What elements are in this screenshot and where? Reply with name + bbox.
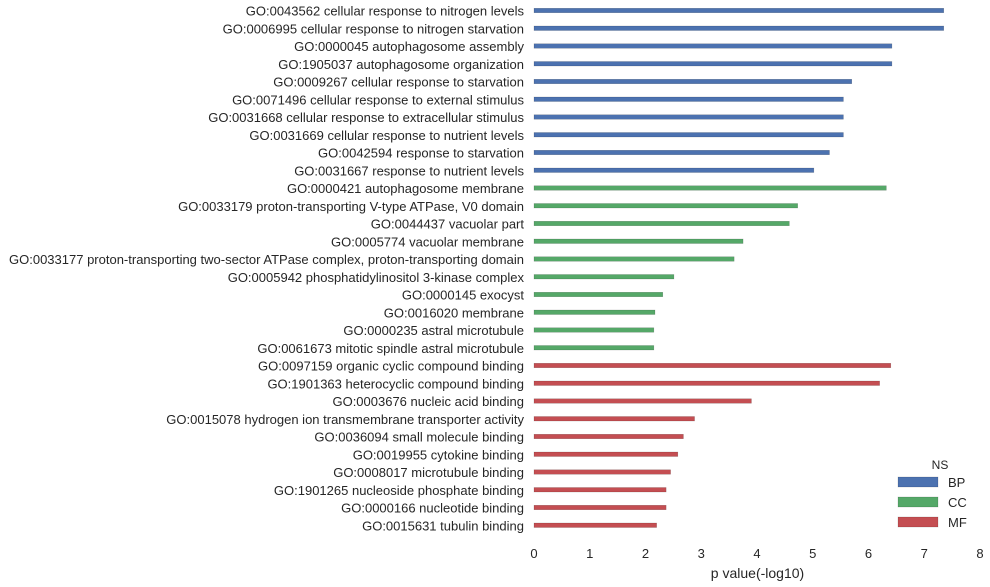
legend-label: BP: [948, 475, 965, 490]
category-label: GO:0000145 exocyst: [402, 288, 525, 303]
x-tick-label: 0: [530, 546, 537, 561]
bar: [533, 274, 675, 280]
bar: [533, 185, 887, 191]
category-label: GO:0031667 response to nutrient levels: [294, 163, 524, 178]
legend-title: NS: [932, 458, 949, 472]
bar: [533, 416, 695, 422]
bar: [533, 345, 655, 351]
bar: [533, 114, 844, 120]
x-tick-label: 5: [809, 546, 816, 561]
category-label: GO:0005774 vacuolar membrane: [331, 234, 524, 249]
bar: [533, 238, 744, 244]
legend-items: BP CC MF: [897, 475, 967, 530]
category-label: GO:0009267 cellular response to starvati…: [273, 75, 524, 90]
bar: [533, 434, 684, 439]
bar: [533, 256, 735, 262]
category-label: GO:1905037 autophagosome organization: [278, 57, 524, 72]
bars: [533, 8, 945, 528]
bar: [533, 398, 752, 404]
category-label: GO:0015631 tubulin binding: [362, 518, 524, 533]
category-label: GO:0008017 microtubule binding: [333, 465, 524, 480]
bar: [533, 25, 945, 31]
x-tick-label: 2: [642, 546, 649, 561]
bar: [533, 451, 679, 457]
category-label: GO:0019955 cytokine binding: [353, 447, 524, 462]
category-label: GO:0097159 organic cyclic compound bindi…: [258, 359, 524, 374]
bar: [533, 96, 844, 102]
bar: [533, 380, 880, 386]
bar: [533, 469, 671, 475]
bar: [533, 309, 656, 315]
x-tick-label: 8: [976, 546, 983, 561]
category-label: GO:0000045 autophagosome assembly: [294, 39, 524, 54]
category-label: GO:0000166 nucleotide binding: [341, 501, 524, 516]
bar: [533, 43, 893, 49]
category-label: GO:1901265 nucleoside phosphate binding: [274, 483, 524, 498]
bar: [533, 167, 815, 173]
bar: [533, 522, 657, 528]
category-label: GO:0005942 phosphatidylinositol 3-kinase…: [228, 270, 525, 285]
bar: [533, 292, 664, 297]
category-label: GO:0061673 mitotic spindle astral microt…: [257, 341, 524, 356]
x-tick-label: 3: [698, 546, 705, 561]
category-label: GO:0033177 proton-transporting two-secto…: [9, 252, 524, 267]
bar: [533, 132, 844, 138]
category-label: GO:0003676 nucleic acid binding: [332, 394, 524, 409]
category-label: GO:0016020 membrane: [384, 305, 524, 320]
category-label: GO:0031668 cellular response to extracel…: [208, 110, 524, 125]
category-label: GO:0033179 proton-transporting V-type AT…: [178, 199, 524, 214]
category-label: GO:0006995 cellular response to nitrogen…: [223, 21, 524, 36]
bar: [533, 505, 667, 510]
bar: [533, 8, 945, 13]
bar: [533, 363, 892, 368]
bar: [533, 61, 893, 67]
bar: [533, 79, 853, 84]
x-tick-label: 1: [586, 546, 593, 561]
bar: [533, 221, 790, 226]
bar: [533, 487, 667, 493]
category-label: GO:1901363 heterocyclic compound binding: [267, 376, 524, 391]
category-label: GO:0000235 astral microtubule: [343, 323, 524, 338]
category-label: GO:0036094 small molecule binding: [314, 430, 524, 445]
category-label: GO:0071496 cellular response to external…: [232, 92, 524, 107]
category-label: GO:0000421 autophagosome membrane: [287, 181, 524, 196]
x-tick-label: 7: [921, 546, 928, 561]
legend-label: MF: [948, 515, 967, 530]
x-axis-ticks: 0 1 2 3 4 5 6 7 8: [530, 546, 983, 561]
legend-label: CC: [948, 495, 967, 510]
category-label: GO:0015078 hydrogen ion transmembrane tr…: [166, 412, 524, 427]
category-labels: GO:0043562 cellular response to nitrogen…: [9, 4, 524, 534]
x-tick-label: 4: [753, 546, 760, 561]
category-label: GO:0043562 cellular response to nitrogen…: [246, 4, 525, 19]
category-label: GO:0031669 cellular response to nutrient…: [249, 128, 524, 143]
legend-swatch: [897, 476, 939, 488]
category-label: GO:0044437 vacuolar part: [371, 217, 525, 232]
legend: NS BP CC MF: [897, 458, 967, 530]
bar: [533, 150, 830, 155]
x-tick-label: 6: [865, 546, 872, 561]
bar: [533, 203, 798, 209]
x-axis-title: p value(-log10): [711, 565, 804, 581]
bar: [533, 327, 655, 333]
legend-swatch: [897, 496, 939, 508]
legend-swatch: [897, 516, 939, 528]
category-label: GO:0042594 response to starvation: [318, 146, 524, 161]
